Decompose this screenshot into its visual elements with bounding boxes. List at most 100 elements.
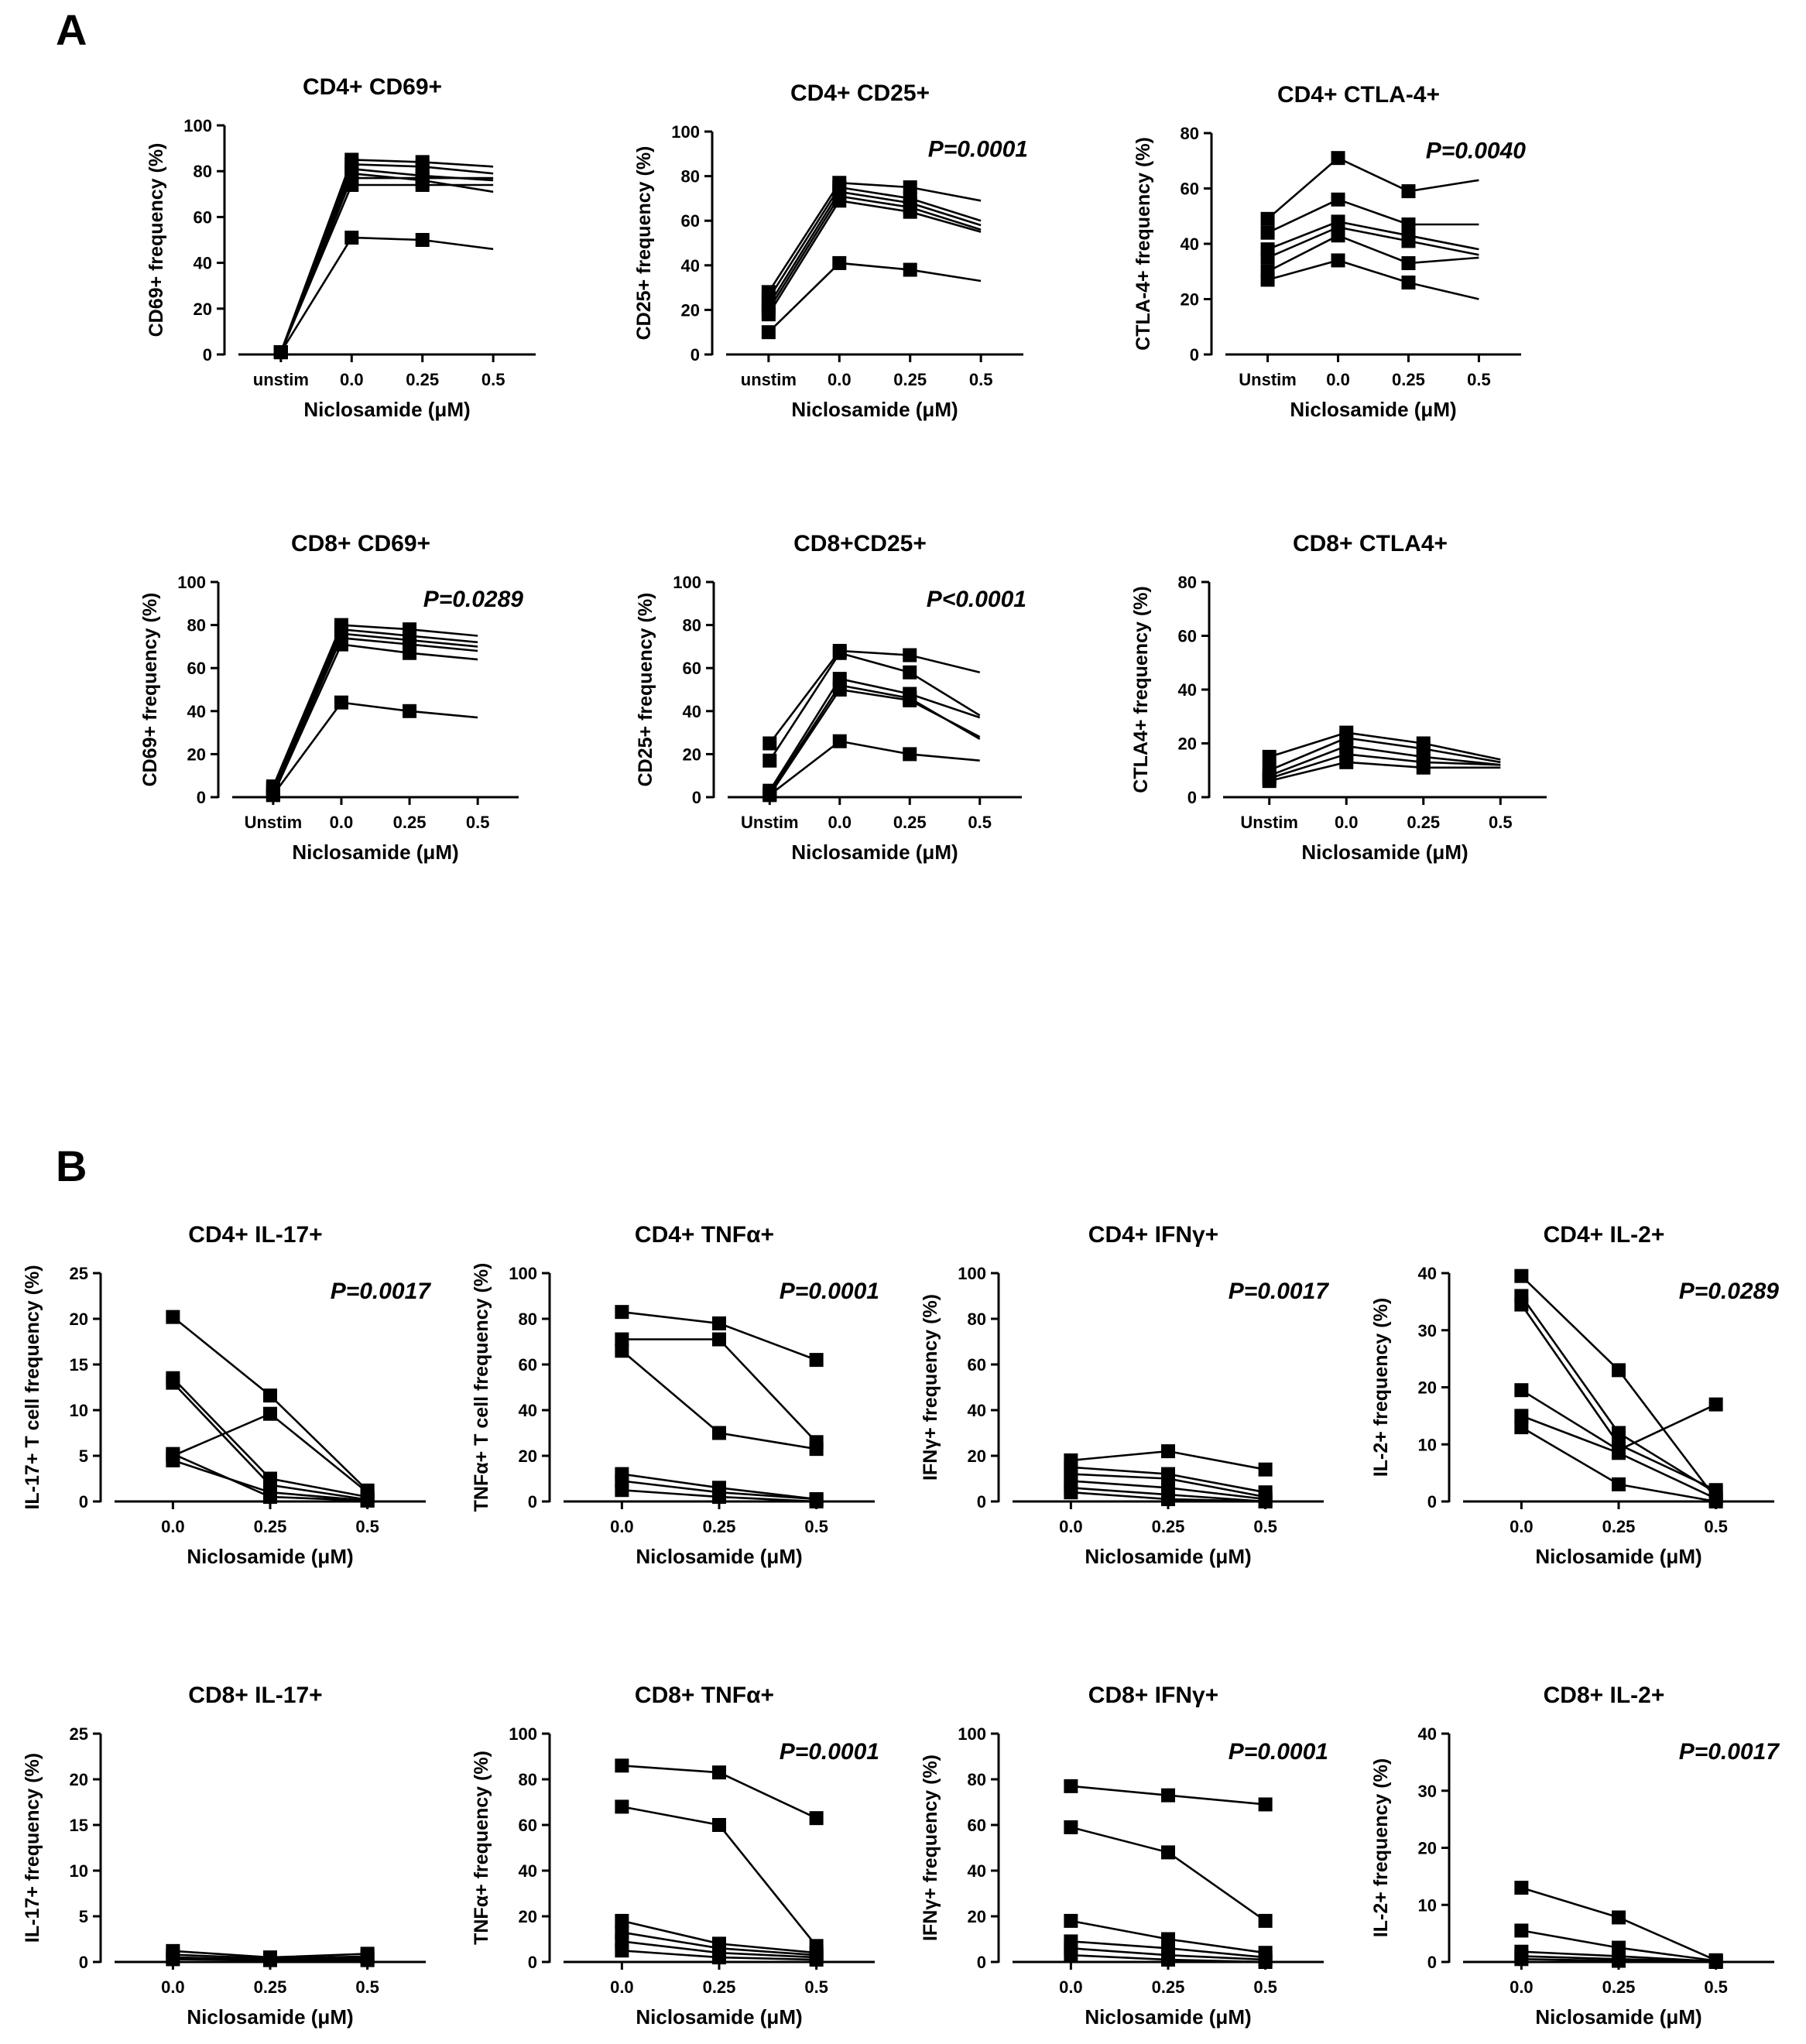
series-line — [1269, 761, 1501, 782]
x-tick-label: 0.25 — [1602, 1517, 1636, 1536]
y-tick-label: 20 — [681, 300, 700, 320]
y-tick-label: 80 — [1178, 573, 1197, 592]
y-tick-label: 20 — [968, 1907, 986, 1926]
data-point — [166, 1447, 180, 1461]
y-tick-label: 5 — [79, 1907, 88, 1926]
y-tick-label: 40 — [1418, 1264, 1437, 1283]
p-value-label: P=0.0001 — [780, 1279, 879, 1304]
data-point — [1258, 1462, 1273, 1477]
y-axis-label: IL-17+ frequency (%) — [22, 1753, 43, 1943]
data-point — [415, 177, 430, 192]
data-point — [712, 1818, 726, 1832]
series-line — [1267, 198, 1479, 234]
chart-title: CD4+ CD25+ — [790, 80, 930, 106]
y-tick-label: 20 — [1178, 734, 1197, 754]
data-point — [903, 648, 917, 663]
y-tick-label: 0 — [1187, 788, 1197, 807]
y-tick-label: 100 — [673, 573, 701, 592]
data-point — [712, 1332, 726, 1347]
y-tick-label: 0 — [1190, 345, 1199, 365]
p-value-label: P=0.0017 — [1229, 1279, 1330, 1304]
y-tick-label: 25 — [70, 1264, 88, 1283]
y-tick-label: 25 — [70, 1724, 88, 1744]
data-point — [809, 1442, 824, 1457]
x-tick-label: 0.5 — [1467, 370, 1491, 389]
series-line — [1266, 156, 1479, 220]
series-line — [279, 159, 494, 353]
chart-title: CD8+ CD69+ — [291, 531, 430, 556]
chart-title: CD4+ CTLA-4+ — [1277, 82, 1440, 108]
x-tick-label: 0.0 — [1059, 1517, 1083, 1536]
x-axis-label: Niclosamide (μM) — [636, 2005, 802, 2029]
data-point — [832, 683, 847, 697]
series-line — [1269, 745, 1501, 777]
y-tick-label: 20 — [683, 745, 701, 764]
y-tick-label: 80 — [187, 616, 206, 635]
y-tick-label: 100 — [177, 573, 206, 592]
x-tick-label: 0.0 — [330, 813, 354, 832]
x-tick-label: 0.0 — [610, 1517, 634, 1536]
x-tick-label: 0.25 — [893, 813, 927, 832]
data-point — [1612, 1426, 1626, 1440]
x-axis-label: Niclosamide (μM) — [636, 1545, 802, 1568]
series-line — [279, 236, 494, 353]
x-tick-label: 0.25 — [1392, 370, 1425, 389]
data-point — [1161, 1788, 1175, 1803]
y-tick-label: 100 — [183, 116, 212, 135]
x-axis-label: Niclosamide (μM) — [1535, 1545, 1701, 1568]
chart-cd4-cd25: CD4+ CD25+ 0 20 40 60 80 100 unstim 0.0 0.25 0.5 Ni… — [633, 80, 1028, 421]
chart-title: CD8+ CTLA4+ — [1293, 531, 1448, 556]
y-tick-label: 20 — [70, 1770, 88, 1789]
data-point — [832, 734, 847, 748]
data-point — [1401, 217, 1416, 231]
series-line — [767, 181, 982, 293]
y-axis-label: TNFα+ T cell frequency (%) — [471, 1263, 492, 1512]
y-axis-label: IL-17+ T cell frequency (%) — [22, 1265, 43, 1509]
series-line — [272, 624, 478, 787]
data-point — [1064, 1485, 1078, 1500]
y-tick-label: 100 — [958, 1724, 986, 1744]
chart-cd4-ifng: CD4+ IFNγ+ 0 20 40 60 80 100 0.0 0.25 0.5Niclosam… — [920, 1222, 1329, 1568]
series-line — [1269, 731, 1501, 761]
x-tick-label: unstim — [253, 370, 309, 389]
data-point — [903, 204, 917, 219]
y-tick-label: 0 — [79, 1953, 88, 1972]
p-value-label: P=0.0001 — [1229, 1739, 1328, 1765]
y-axis-label: CD69+ frequency (%) — [139, 593, 161, 787]
series-line — [767, 199, 982, 315]
data-point — [263, 1406, 277, 1421]
y-tick-label: 60 — [968, 1816, 986, 1835]
chart-cd8-cd69: CD8+ CD69+ 0 20 40 60 80 100 Unstim 0.0 0.25 0.5 Ni… — [139, 531, 523, 864]
y-tick-label: 20 — [1418, 1378, 1437, 1398]
data-point — [166, 1310, 180, 1324]
data-point — [809, 1494, 824, 1508]
data-point — [1612, 1910, 1626, 1925]
p-value-label: P=0.0040 — [1426, 138, 1527, 163]
x-tick-label: 0.25 — [254, 1517, 287, 1536]
y-tick-label: 60 — [519, 1355, 537, 1375]
series-line — [279, 167, 494, 353]
y-axis-label: TNFα+ frequency (%) — [471, 1751, 492, 1945]
x-tick-label: 0.0 — [340, 370, 364, 389]
series-line — [767, 195, 982, 311]
y-tick-label: 0 — [203, 345, 212, 365]
chart-title: CD4+ IFNγ+ — [1088, 1222, 1218, 1248]
series-line — [279, 163, 494, 353]
y-axis-label: CD25+ frequency (%) — [635, 593, 656, 787]
x-tick-label: 0.25 — [1152, 1977, 1185, 1997]
x-axis-label: Niclosamide (μM) — [791, 841, 958, 864]
series-line — [767, 262, 982, 334]
data-point — [263, 1953, 277, 1967]
y-tick-label: 40 — [519, 1861, 537, 1881]
data-point — [615, 1305, 629, 1320]
x-axis-label: Niclosamide (μM) — [1301, 841, 1468, 864]
y-tick-label: 40 — [519, 1401, 537, 1420]
series-line — [272, 701, 478, 796]
data-point — [1708, 1955, 1723, 1969]
data-point — [761, 325, 776, 340]
series-line — [279, 176, 494, 353]
y-tick-label: 30 — [1418, 1782, 1437, 1801]
series-line — [272, 628, 478, 789]
x-tick-label: 0.25 — [1152, 1517, 1185, 1536]
